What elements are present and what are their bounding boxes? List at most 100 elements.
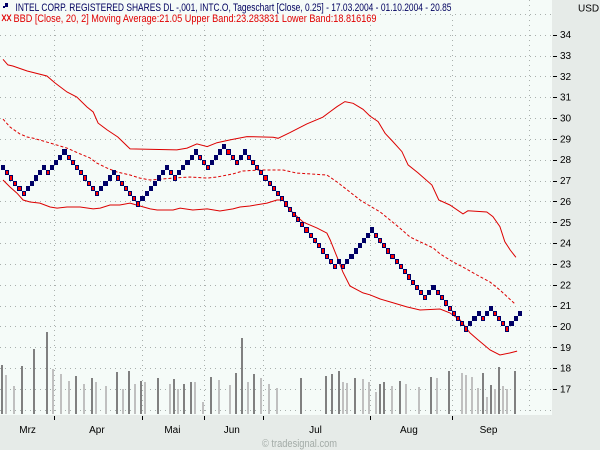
renko-box-down [202,160,206,165]
volume-bar [13,386,15,414]
renko-box-down [292,212,296,217]
y-tick-label: 20 [560,322,572,333]
renko-box-down [9,175,13,181]
volume-bar [461,373,463,414]
renko-box-down [317,243,321,248]
volume-bar [169,384,171,414]
volume-bar [325,376,327,414]
renko-box-down [91,186,95,191]
renko-box-up [358,243,362,248]
renko-box-down [247,155,251,160]
volume-bar [253,374,255,414]
renko-box-up [210,160,214,165]
volume-bar [33,349,35,414]
renko-box-down [313,238,317,243]
y-tick-label: 25 [560,218,572,229]
volume-bar [157,378,159,414]
volume-bar [46,332,48,414]
renko-box-up [58,155,62,160]
renko-box-down [493,311,497,316]
y-tick-label: 26 [560,197,572,208]
renko-box-up [34,175,38,181]
lower-band-line [2,179,518,356]
renko-box-down [124,186,128,191]
renko-box-down [206,165,210,170]
renko-box-down [456,316,460,321]
renko-box-down [333,264,337,269]
renko-box-down [83,175,87,181]
renko-box-down [87,181,91,186]
legend-line1-background [0,0,453,13]
renko-box-down [259,170,263,175]
renko-box-up [50,165,54,170]
renko-box-down [423,295,427,300]
renko-box-down [255,165,259,170]
renko-box-down [419,290,423,295]
volume-bar [342,382,344,414]
x-tick-label: Jul [309,425,322,436]
volume-bar [338,371,340,414]
renko-box-up [54,160,58,165]
volume-bar [194,382,196,414]
volume-bar [477,388,479,414]
volume-bar [21,366,23,414]
renko-box-up [345,259,349,264]
renko-box-down [263,175,268,181]
y-tick-label: 31 [560,93,572,104]
volume-bar [471,377,473,414]
renko-box-up [514,316,518,321]
renko-box-down [341,264,345,269]
y-tick-label: 18 [560,364,572,375]
y-tick-label: 34 [560,30,572,41]
volume-bar [498,367,500,414]
renko-box-up [30,181,34,186]
volume-bar [83,384,85,414]
renko-box-up [108,175,112,181]
gridlines [0,0,552,415]
renko-box-down [71,160,75,165]
renko-box-down [497,316,501,321]
volume-bar [177,389,179,414]
renko-box-up [349,254,354,259]
y-tick-label: 27 [560,176,572,187]
renko-box-up [485,311,489,316]
volume-bar [354,378,356,414]
volume-bar [300,378,302,414]
volume-bar [52,369,54,414]
renko-box-up [153,181,157,186]
renko-box-down [169,170,173,175]
volume-bar [91,378,93,414]
renko-box-down [276,191,280,196]
x-tick-label: Mrz [19,425,36,436]
renko-box-down [198,155,202,160]
renko-box-down [403,269,407,274]
renko-box-down [440,295,444,300]
renko-box-down [411,280,415,285]
renko-boxes [1,144,522,332]
volume-bar [229,385,231,414]
renko-box-down [415,285,419,290]
volume-bar [1,365,3,414]
volume-bar [490,385,492,414]
volume-bar [399,381,401,414]
renko-box-down [329,259,333,264]
y-tick-label: 24 [560,239,572,250]
renko-box-up [214,155,218,160]
volume-bar [465,375,467,414]
renko-box-down [116,175,120,181]
renko-box-up [472,316,477,321]
volume-bar [144,382,146,414]
x-tick-label: Jun [224,425,240,436]
volume-bar [383,382,385,414]
renko-box-up [509,321,514,326]
renko-box-up [431,285,436,290]
renko-box-down [374,233,378,238]
y-tick-label: 19 [560,343,572,354]
volume-bar [448,371,450,414]
volume-bars [1,332,516,414]
renko-box-up [489,306,493,311]
currency-label: USD [578,4,599,15]
renko-box-up [1,165,5,170]
volume-bar [430,377,432,414]
renko-box-up [477,311,481,316]
